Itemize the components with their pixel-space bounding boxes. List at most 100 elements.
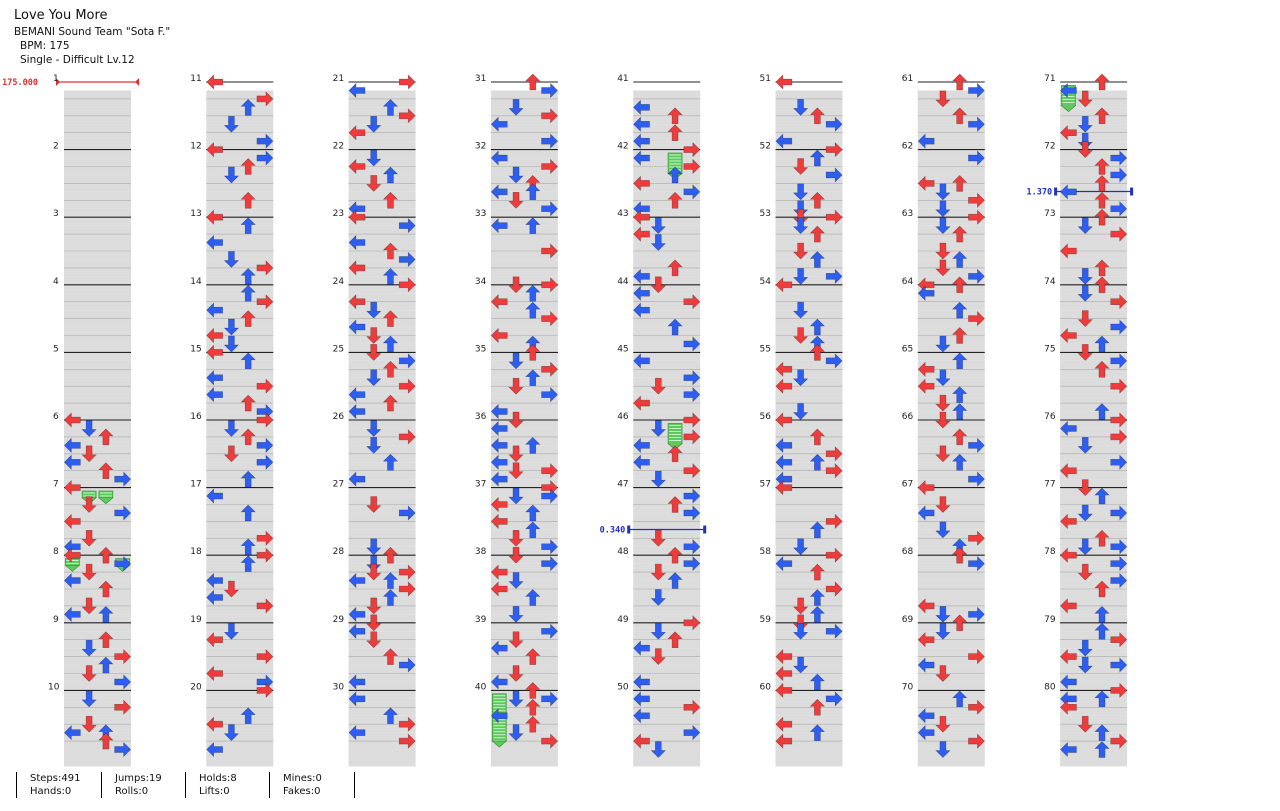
measure-number: 52 bbox=[760, 142, 771, 152]
measure-number: 14 bbox=[190, 277, 202, 287]
measure-number: 34 bbox=[475, 277, 487, 287]
measure-number: 64 bbox=[902, 277, 914, 287]
steps-count: Steps:491 bbox=[30, 773, 81, 784]
measure-number: 66 bbox=[902, 412, 914, 422]
measure-number: 7 bbox=[53, 480, 59, 490]
measure-number: 60 bbox=[760, 682, 772, 692]
arrow-left-icon bbox=[775, 74, 793, 90]
beat-band bbox=[64, 749, 131, 767]
measure-number: 1 bbox=[53, 74, 59, 84]
measure-number: 46 bbox=[617, 412, 629, 422]
beat-band bbox=[1060, 749, 1128, 767]
measure-number: 68 bbox=[902, 547, 914, 557]
song-artist: BEMANI Sound Team "Sota F." bbox=[14, 26, 171, 38]
measure-number: 36 bbox=[475, 412, 487, 422]
bpm-marker-end-icon bbox=[135, 78, 139, 86]
measure-number: 49 bbox=[617, 615, 629, 625]
measure-number: 63 bbox=[902, 209, 913, 219]
measure-number: 56 bbox=[760, 412, 772, 422]
beat-band bbox=[206, 749, 274, 767]
measure-number: 59 bbox=[760, 615, 772, 625]
measure-number: 55 bbox=[760, 344, 771, 354]
measure-number: 37 bbox=[475, 480, 486, 490]
measure-number: 17 bbox=[190, 480, 201, 490]
measure-number: 15 bbox=[190, 344, 201, 354]
measure-number: 5 bbox=[53, 344, 59, 354]
fakes-count: Fakes:0 bbox=[283, 786, 321, 797]
measure-number: 40 bbox=[475, 682, 487, 692]
freeze-tail bbox=[1060, 105, 1077, 113]
measure-number: 47 bbox=[617, 480, 628, 490]
beat-band bbox=[348, 749, 416, 767]
stop-value: 0.340 bbox=[600, 526, 626, 536]
measure-number: 43 bbox=[617, 209, 628, 219]
song-title: Love You More bbox=[14, 8, 108, 23]
measure-number: 78 bbox=[1044, 547, 1056, 557]
measure-number: 41 bbox=[617, 74, 628, 84]
jumps-count: Jumps:19 bbox=[115, 773, 162, 784]
measure-number: 70 bbox=[902, 682, 914, 692]
measure-number: 73 bbox=[1044, 209, 1055, 219]
measure-number: 76 bbox=[1044, 412, 1056, 422]
measure-number: 18 bbox=[190, 547, 202, 557]
measure-number: 65 bbox=[902, 344, 913, 354]
measure-number: 45 bbox=[617, 344, 628, 354]
measure-number: 2 bbox=[53, 142, 59, 152]
measure-number: 27 bbox=[333, 480, 344, 490]
measure-number: 80 bbox=[1044, 682, 1056, 692]
measure-number: 79 bbox=[1044, 615, 1056, 625]
beat-band bbox=[490, 749, 558, 767]
stats-group-holds: Holds:8 Lifts:0 bbox=[185, 772, 255, 798]
freeze-body bbox=[65, 558, 80, 566]
measure-number: 53 bbox=[760, 209, 771, 219]
measure-number: 42 bbox=[617, 142, 628, 152]
measure-number: 29 bbox=[333, 615, 345, 625]
measure-number: 31 bbox=[475, 74, 486, 84]
freeze-tail bbox=[64, 565, 81, 572]
stop-marker-end-icon bbox=[1130, 187, 1134, 196]
measure-number: 33 bbox=[475, 209, 486, 219]
measure-number: 35 bbox=[475, 344, 486, 354]
measure-number: 54 bbox=[760, 277, 772, 287]
bpm-change-value: 175.000 bbox=[2, 78, 38, 88]
measure-number: 39 bbox=[475, 615, 487, 625]
measure-number: 58 bbox=[760, 547, 772, 557]
measure-number: 6 bbox=[53, 412, 59, 422]
stats-group-mines: Mines:0 Fakes:0 bbox=[269, 772, 339, 798]
measure-number: 8 bbox=[53, 547, 59, 557]
measure-number: 4 bbox=[53, 277, 59, 287]
measure-number: 44 bbox=[617, 277, 629, 287]
arrow-left-icon bbox=[206, 74, 223, 90]
measure-number: 69 bbox=[902, 615, 914, 625]
stats-end-divider bbox=[354, 772, 355, 798]
measure-number: 30 bbox=[333, 682, 345, 692]
arrow-right-icon bbox=[398, 74, 416, 90]
measure-number: 19 bbox=[190, 615, 202, 625]
measure-number: 3 bbox=[53, 209, 59, 219]
beat-band bbox=[917, 749, 985, 767]
measure-number: 51 bbox=[760, 74, 771, 84]
measure-number: 72 bbox=[1044, 142, 1055, 152]
lifts-count: Lifts:0 bbox=[199, 786, 230, 797]
stats-group-jumps: Jumps:19 Rolls:0 bbox=[101, 772, 171, 798]
measure-number: 75 bbox=[1044, 344, 1055, 354]
measure-number: 13 bbox=[190, 209, 201, 219]
mines-count: Mines:0 bbox=[283, 773, 322, 784]
stop-marker-start-icon bbox=[1054, 187, 1058, 196]
measure-number: 24 bbox=[333, 277, 345, 287]
measure-number: 62 bbox=[902, 142, 913, 152]
measure-number: 12 bbox=[190, 142, 201, 152]
measure-number: 10 bbox=[48, 682, 60, 692]
measure-number: 25 bbox=[333, 344, 344, 354]
freeze-tail bbox=[98, 497, 114, 505]
measure-number: 38 bbox=[475, 547, 487, 557]
measure-number: 74 bbox=[1044, 277, 1056, 287]
measure-number: 21 bbox=[333, 74, 344, 84]
holds-count: Holds:8 bbox=[199, 773, 237, 784]
difficulty-label: Single - Difficult Lv.12 bbox=[20, 54, 135, 66]
stop-marker-start-icon bbox=[627, 525, 631, 534]
stop-value: 1.370 bbox=[1027, 188, 1053, 198]
stop-marker-end-icon bbox=[703, 525, 707, 534]
beat-band bbox=[633, 749, 701, 767]
